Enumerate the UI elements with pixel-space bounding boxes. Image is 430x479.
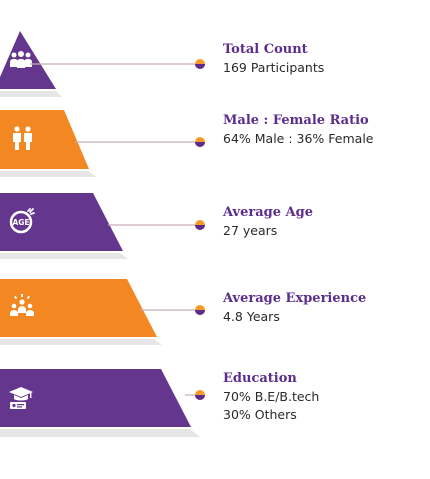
tier-value: 4.8 Years (223, 309, 280, 324)
pyramid-tier-1 (0, 0, 90, 100)
tier-title: Average Experience (223, 291, 367, 306)
tier-label-2: Male : Female Ratio 64% Male : 36% Femal… (223, 112, 428, 148)
tier-title: Total Count (223, 42, 308, 57)
male-female-icon (10, 125, 38, 153)
connector-3 (0, 216, 210, 230)
tier-label-1: Total Count 169 Participants (223, 41, 428, 77)
age-icon: AGE (8, 207, 36, 235)
participants-icon (9, 50, 37, 78)
tier-title: Education (223, 371, 297, 386)
connector-4 (0, 301, 210, 315)
tier-value: 30% Others (223, 407, 297, 422)
connector-5 (0, 386, 210, 400)
tier-label-5: Education 70% B.E/B.tech 30% Others (223, 370, 428, 424)
tier-title: Average Age (223, 205, 313, 220)
tier-label-4: Average Experience 4.8 Years (223, 290, 428, 326)
tier-value: 64% Male : 36% Female (223, 131, 374, 146)
graduation-icon (8, 385, 36, 413)
connector-2 (0, 133, 210, 147)
tier-value: 169 Participants (223, 60, 325, 75)
tier-value: 70% B.E/B.tech (223, 389, 320, 404)
pyramid-tier-4 (0, 275, 170, 355)
pyramid-tier-5 (0, 365, 215, 455)
tier-value: 27 years (223, 223, 278, 238)
tier-label-3: Average Age 27 years (223, 204, 428, 240)
team-experience-icon (9, 294, 37, 322)
age-icon-text: AGE (12, 218, 29, 227)
pyramid-tier-2 (0, 105, 110, 185)
pyramid-tier-3: AGE (0, 190, 140, 270)
connector-1 (0, 55, 210, 69)
tier-title: Male : Female Ratio (223, 113, 369, 128)
